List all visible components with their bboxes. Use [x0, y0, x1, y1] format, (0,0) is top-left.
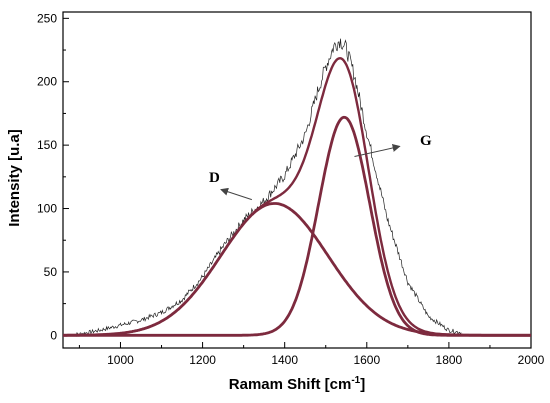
y-axis-title: Intensity [u.a] — [6, 129, 23, 227]
x-tick-label: 1000 — [107, 353, 134, 367]
plot-data — [63, 38, 531, 337]
series-line-g — [63, 115, 531, 337]
x-tick-label: 2000 — [518, 353, 545, 367]
x-axis-title: Ramam Shift [cm-1] — [229, 375, 365, 393]
x-axis-title-close: ] — [360, 376, 365, 393]
plot-frame — [62, 11, 532, 349]
x-tick-label: 1600 — [353, 353, 380, 367]
raw-spectrum-line — [71, 38, 462, 337]
x-axis-title-main: Ramam Shift [cm — [229, 376, 352, 393]
series-line-d — [63, 202, 531, 337]
y-tick-label: 250 — [37, 11, 57, 25]
y-tick-label: 50 — [44, 265, 58, 279]
peak-arrow-g — [354, 144, 401, 158]
peak-label-g: G — [420, 133, 432, 149]
y-tick-label: 200 — [37, 75, 57, 89]
axis-ticks: 1000 1200 1400 1600 1800 2000 0 50 100 150 200 250 — [37, 11, 545, 367]
x-axis-title-superscript: -1 — [351, 375, 360, 386]
x-tick-label: 1400 — [271, 353, 298, 367]
x-tick-label: 1800 — [436, 353, 463, 367]
x-tick-label: 1200 — [189, 353, 216, 367]
y-tick-label: 100 — [37, 202, 57, 216]
y-tick-label: 150 — [37, 138, 57, 152]
peak-arrow-d — [220, 187, 252, 201]
peak-label-d: D — [209, 170, 220, 186]
y-tick-label: 0 — [50, 328, 57, 342]
